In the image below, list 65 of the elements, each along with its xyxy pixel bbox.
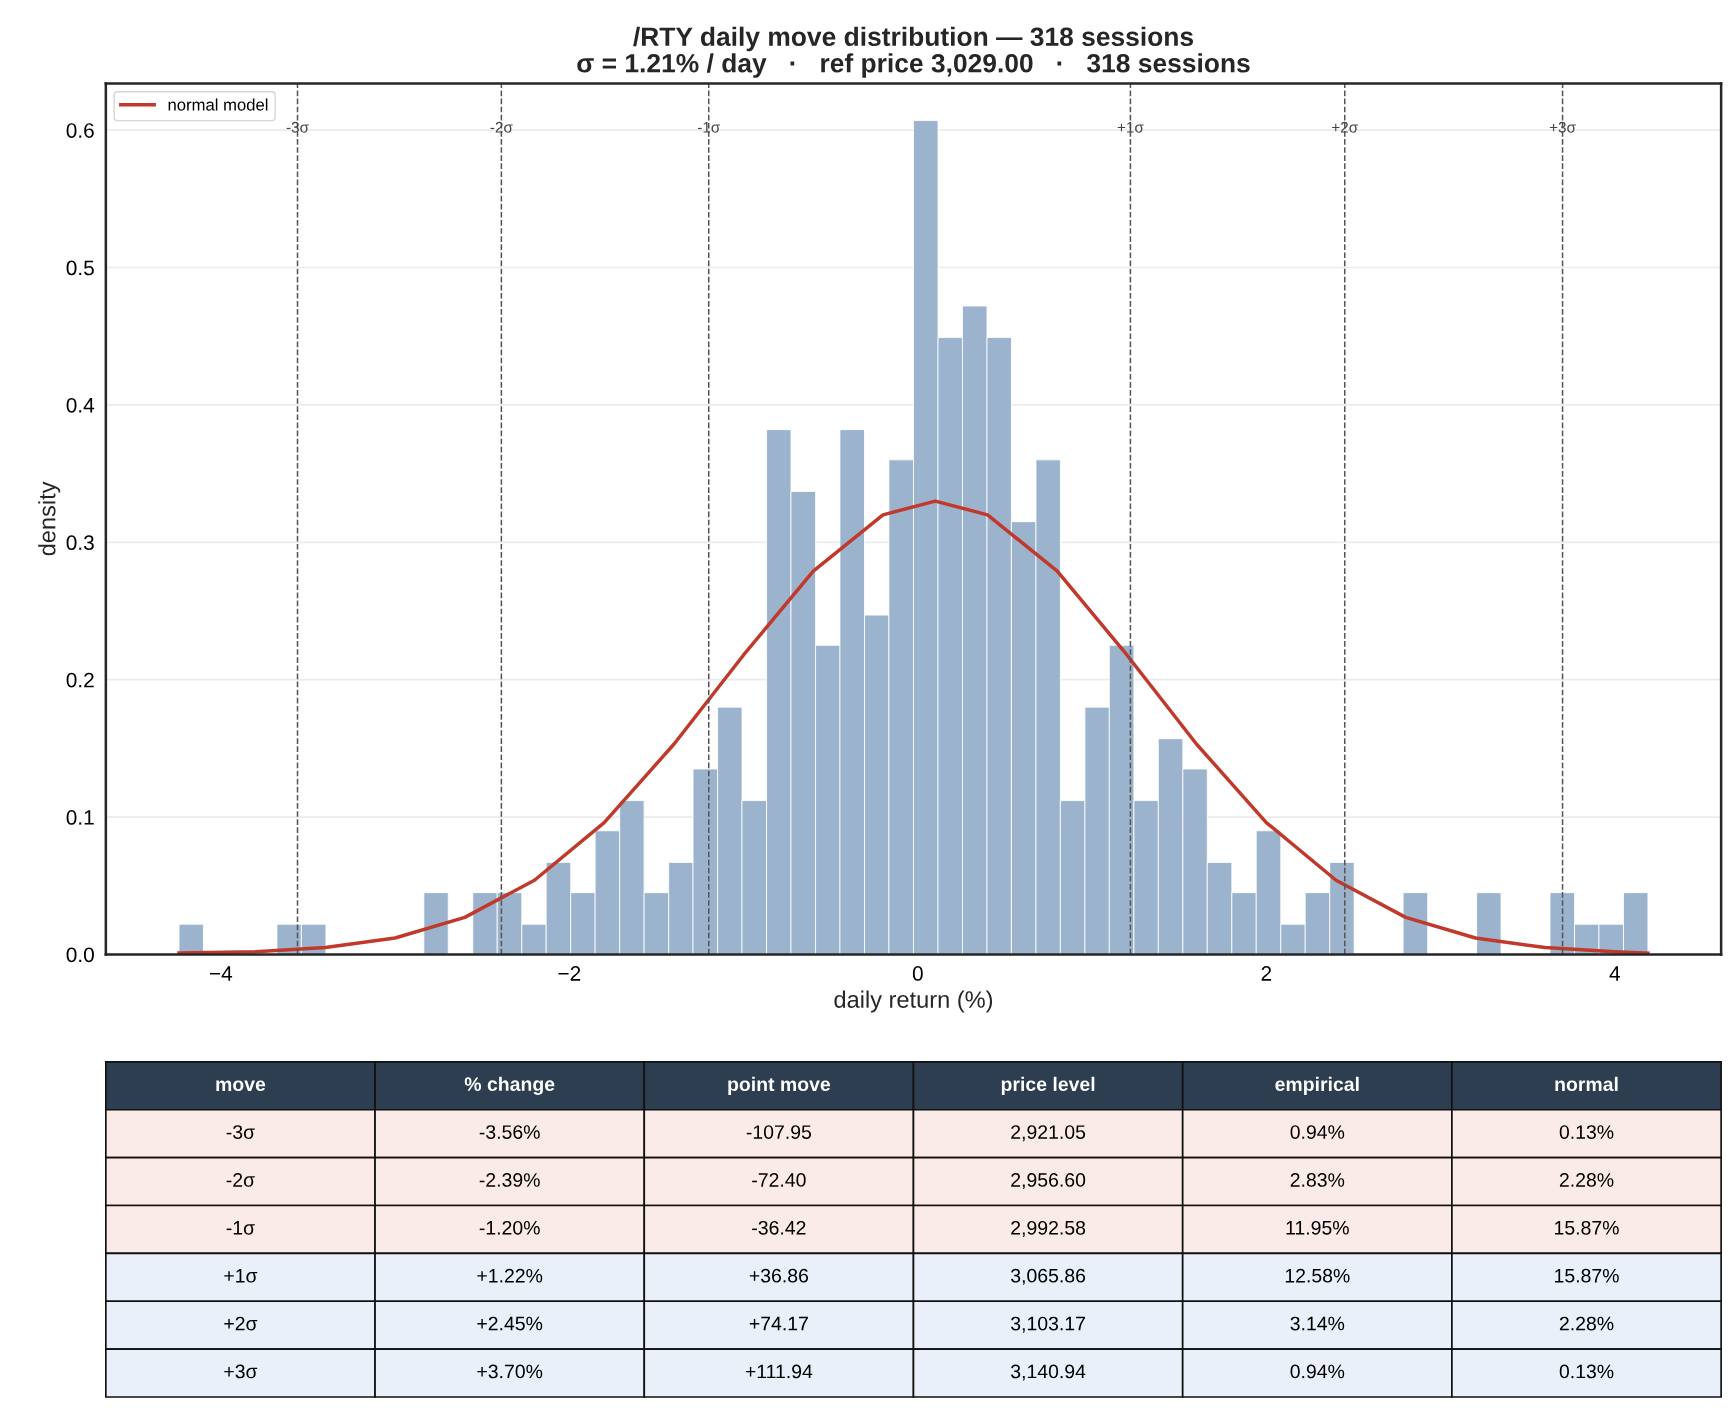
x-axis-title: daily return (%) xyxy=(834,990,993,1013)
text: +3σ xyxy=(224,1364,258,1379)
x-tick-label: 2 xyxy=(1261,966,1272,981)
y-axis-title: density xyxy=(38,481,61,556)
text: 2.83% xyxy=(1290,1173,1345,1187)
text: -107.95 xyxy=(746,1125,812,1139)
text: +1σ xyxy=(224,1269,258,1283)
text: 15.87% xyxy=(1555,1220,1619,1235)
x-tick-label: −2 xyxy=(558,966,581,981)
text: point move xyxy=(728,1076,831,1095)
chart-title: /RTY daily move distribution — 318 sessions σ = 1.21% / day · ref price 3,029.00 · 318 sessions xyxy=(577,26,1250,78)
y-tick-label: 0.2 xyxy=(66,672,94,688)
line-series xyxy=(177,499,1650,955)
text: 2,992.58 xyxy=(1011,1220,1086,1237)
text: +36.86 xyxy=(749,1268,809,1283)
text: -1.20% xyxy=(479,1220,540,1235)
ref-line-label: +3σ xyxy=(1549,121,1576,133)
text: 3.14% xyxy=(1290,1316,1345,1331)
text: 2.28% xyxy=(1559,1316,1614,1331)
y-tick-label: 0.6 xyxy=(66,123,94,138)
text: 0.13% xyxy=(1559,1364,1614,1379)
y-tick-label: 0.0 xyxy=(66,947,94,963)
ref-line-label: -2σ xyxy=(490,121,513,133)
text: 0.94% xyxy=(1290,1125,1345,1139)
text: 0.94% xyxy=(1290,1364,1345,1379)
text: 3,140.94 xyxy=(1010,1364,1086,1381)
y-tick-label: 0.5 xyxy=(66,260,94,276)
text: 3,065.86 xyxy=(1010,1268,1086,1285)
text: 11.95% xyxy=(1286,1220,1349,1235)
text: -36.42 xyxy=(752,1220,806,1235)
text: empirical xyxy=(1275,1076,1359,1095)
x-tick-label: −4 xyxy=(209,966,233,981)
text: -3σ xyxy=(226,1125,255,1139)
text: normal xyxy=(1555,1076,1618,1092)
text: move xyxy=(216,1080,266,1092)
ref-line-label: +2σ xyxy=(1332,121,1358,133)
text: 3,103.17 xyxy=(1010,1316,1085,1333)
text: 15.87% xyxy=(1555,1268,1619,1283)
text: +1.22% xyxy=(477,1268,543,1283)
y-tick-label: 0.4 xyxy=(66,397,95,413)
legend-label: normal model xyxy=(168,98,268,111)
x-tick-label: 4 xyxy=(1609,966,1621,981)
text: 2,956.60 xyxy=(1011,1173,1086,1190)
text: -3.56% xyxy=(479,1125,540,1139)
text: -1σ xyxy=(226,1221,255,1235)
text: 0.13% xyxy=(1559,1125,1614,1139)
text: +74.17 xyxy=(749,1316,808,1331)
text: 2,921.05 xyxy=(1011,1125,1086,1142)
text: -2.39% xyxy=(479,1173,540,1187)
text: -2σ xyxy=(226,1173,255,1187)
text: +3.70% xyxy=(477,1364,543,1379)
text: 2.28% xyxy=(1559,1173,1614,1187)
text: 12.58% xyxy=(1285,1268,1350,1283)
ref-line-label: +1σ xyxy=(1117,122,1144,133)
text: +111.94 xyxy=(745,1364,813,1379)
text: -72.40 xyxy=(752,1173,806,1187)
text: +2σ xyxy=(224,1316,258,1331)
y-tick-label: 0.3 xyxy=(66,535,94,551)
y-tick-label: 0.1 xyxy=(66,810,94,825)
x-tick-label: 0 xyxy=(912,966,923,981)
text: % change xyxy=(464,1076,555,1095)
ref-line-label: -1σ xyxy=(697,122,721,133)
ref-line-label: -3σ xyxy=(286,121,309,133)
text: price level xyxy=(1001,1076,1095,1095)
text: +2.45% xyxy=(477,1316,543,1331)
